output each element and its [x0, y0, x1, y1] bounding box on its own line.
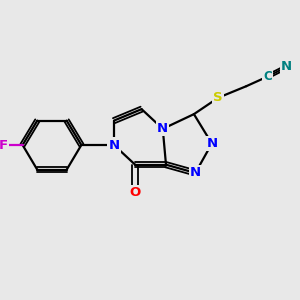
- Text: F: F: [0, 139, 8, 152]
- Text: N: N: [108, 139, 119, 152]
- Text: N: N: [281, 60, 292, 73]
- Text: S: S: [214, 91, 223, 104]
- Text: N: N: [190, 167, 201, 179]
- Text: C: C: [263, 70, 272, 83]
- Text: N: N: [157, 122, 168, 135]
- Text: N: N: [206, 137, 218, 150]
- Text: O: O: [130, 186, 141, 199]
